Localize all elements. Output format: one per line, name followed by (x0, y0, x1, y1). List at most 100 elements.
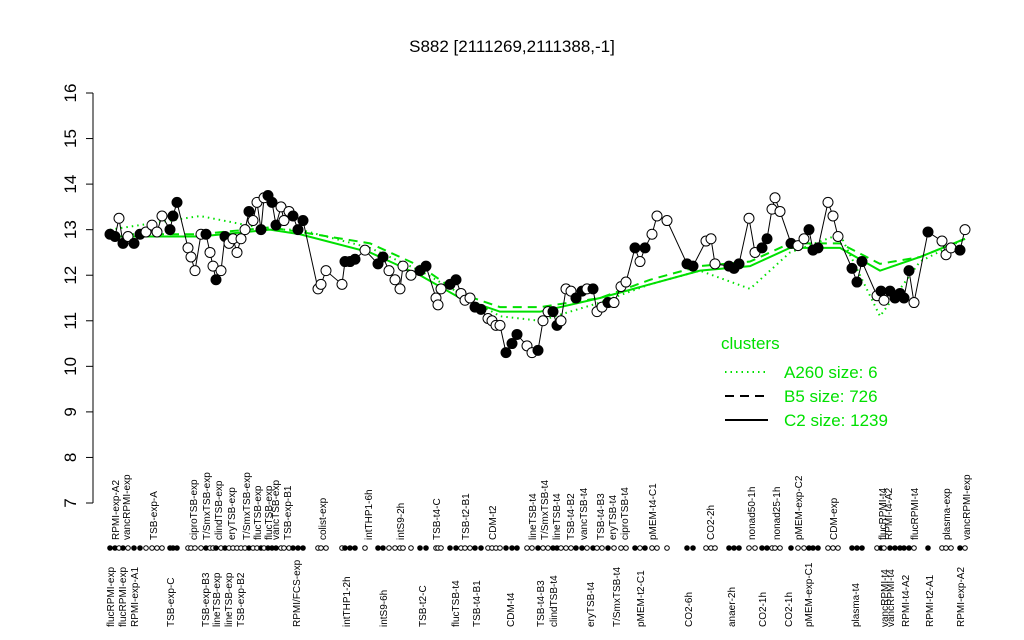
sample-label: RPMI-t4-A2 (884, 487, 895, 540)
sample-point (798, 233, 810, 245)
sample-label: flucTSB-exp (253, 485, 264, 540)
sample-point (109, 231, 121, 242)
sample-point (189, 265, 201, 277)
sample-dot (854, 545, 860, 551)
sample-label: TSB-t2-C (418, 585, 429, 627)
sample-label: flucRPMI-t4 (910, 487, 921, 540)
sample-dot (447, 545, 453, 551)
sample-dot (509, 545, 515, 551)
sample-label: T/SmxTSB-t4 (612, 567, 623, 627)
sample-dot (815, 545, 821, 551)
sample-dot (192, 545, 198, 551)
sample-dot (623, 545, 629, 551)
sample-point (167, 210, 179, 222)
legend-label: A260 size: 6 (784, 363, 878, 382)
sample-point (945, 242, 957, 254)
sample-dot (887, 545, 893, 551)
sample-label: intS9-6h (379, 590, 390, 627)
sample-dot (618, 545, 624, 551)
sample-dot (154, 545, 160, 551)
sample-point (122, 231, 134, 242)
sample-point (394, 283, 406, 295)
sample-point (812, 242, 824, 254)
sample-label: ciproTSB-exp (189, 479, 200, 540)
sample-dot (423, 545, 429, 551)
sample-label: pMEM-exp-C2 (794, 475, 805, 540)
sample-dot (777, 545, 783, 551)
chart-title: S882 [2111269,2111388,-1] (409, 37, 615, 56)
sample-label: CDM-t4 (506, 592, 517, 627)
sample-point (383, 265, 395, 277)
sample-point (204, 246, 216, 258)
sample-point (761, 233, 773, 245)
sample-label: vancRPMI-exp (962, 474, 973, 540)
sample-point (856, 256, 868, 268)
sample-dot (642, 545, 648, 551)
sample-label: vancRPMI-t4 (886, 569, 897, 627)
sample-dot (198, 545, 204, 551)
sample-dot (213, 545, 219, 551)
sample-point (827, 210, 839, 222)
sample-dot (524, 545, 530, 551)
sample-label: TSB-exp-A (149, 491, 160, 540)
sample-dot (323, 545, 329, 551)
y-tick-label: 8 (61, 453, 80, 462)
sample-label: eryTSB-t4 (608, 495, 619, 540)
sample-dot (568, 545, 574, 551)
sample-point (359, 244, 371, 256)
sample-point (506, 338, 518, 350)
sample-dot (764, 545, 770, 551)
sample-label: T/SmxTSB-exp (202, 472, 213, 540)
y-tick-label: 13 (61, 220, 80, 239)
y-tick-label: 12 (61, 266, 80, 285)
sample-point (113, 212, 125, 224)
sample-label: TSB-t2-B1 (461, 493, 472, 540)
sample-dot (881, 545, 887, 551)
y-tick-label: 7 (61, 498, 80, 507)
sample-label: CO2-1h (784, 592, 795, 627)
sample-point (182, 242, 194, 254)
sample-dot (637, 545, 643, 551)
sample-label: nonad50-1h (747, 487, 758, 540)
sample-dot (649, 545, 655, 551)
sample-point (185, 251, 197, 263)
sample-dot (584, 545, 590, 551)
sample-dot (342, 545, 348, 551)
sample-point (646, 228, 658, 240)
sample-point (292, 224, 304, 236)
legend-label: C2 size: 1239 (784, 411, 888, 430)
y-tick-label: 15 (61, 129, 80, 148)
sample-point (475, 303, 487, 315)
sample-point (151, 226, 163, 238)
sample-point (349, 253, 361, 265)
sample-dot (159, 545, 165, 551)
sample-point (336, 278, 348, 290)
sample-dot (801, 545, 807, 551)
sample-label: intTHP1-6h (364, 489, 375, 540)
sample-label: anaer-2h (727, 587, 738, 627)
sample-dot (664, 545, 670, 551)
sample-dot (752, 545, 758, 551)
sample-dot (529, 545, 535, 551)
sample-label: T/SmxTSB-exp (242, 472, 253, 540)
sample-point (774, 205, 786, 217)
sample-dot (957, 545, 963, 551)
sample-dot (943, 545, 949, 551)
sample-point (210, 274, 222, 286)
y-tick-label: 16 (61, 84, 80, 103)
sample-point (247, 215, 259, 227)
sample-label: RPMI-t4-A2 (901, 574, 912, 627)
sample-dot (690, 545, 696, 551)
sample-dot (835, 545, 841, 551)
sample-label: clindTSB-t4 (549, 575, 560, 627)
sample-label: nonad25-1h (772, 487, 783, 540)
sample-point (537, 315, 549, 327)
sample-label: RPMI-exp-A1 (130, 567, 141, 627)
legend-label: B5 size: 726 (784, 387, 878, 406)
sample-point (532, 344, 544, 356)
sample-label: T/SmxTSB-t4 (540, 480, 551, 540)
sample-label: flucRPMI-exp (118, 567, 129, 627)
sample-dot (726, 545, 732, 551)
sample-point (908, 297, 920, 309)
